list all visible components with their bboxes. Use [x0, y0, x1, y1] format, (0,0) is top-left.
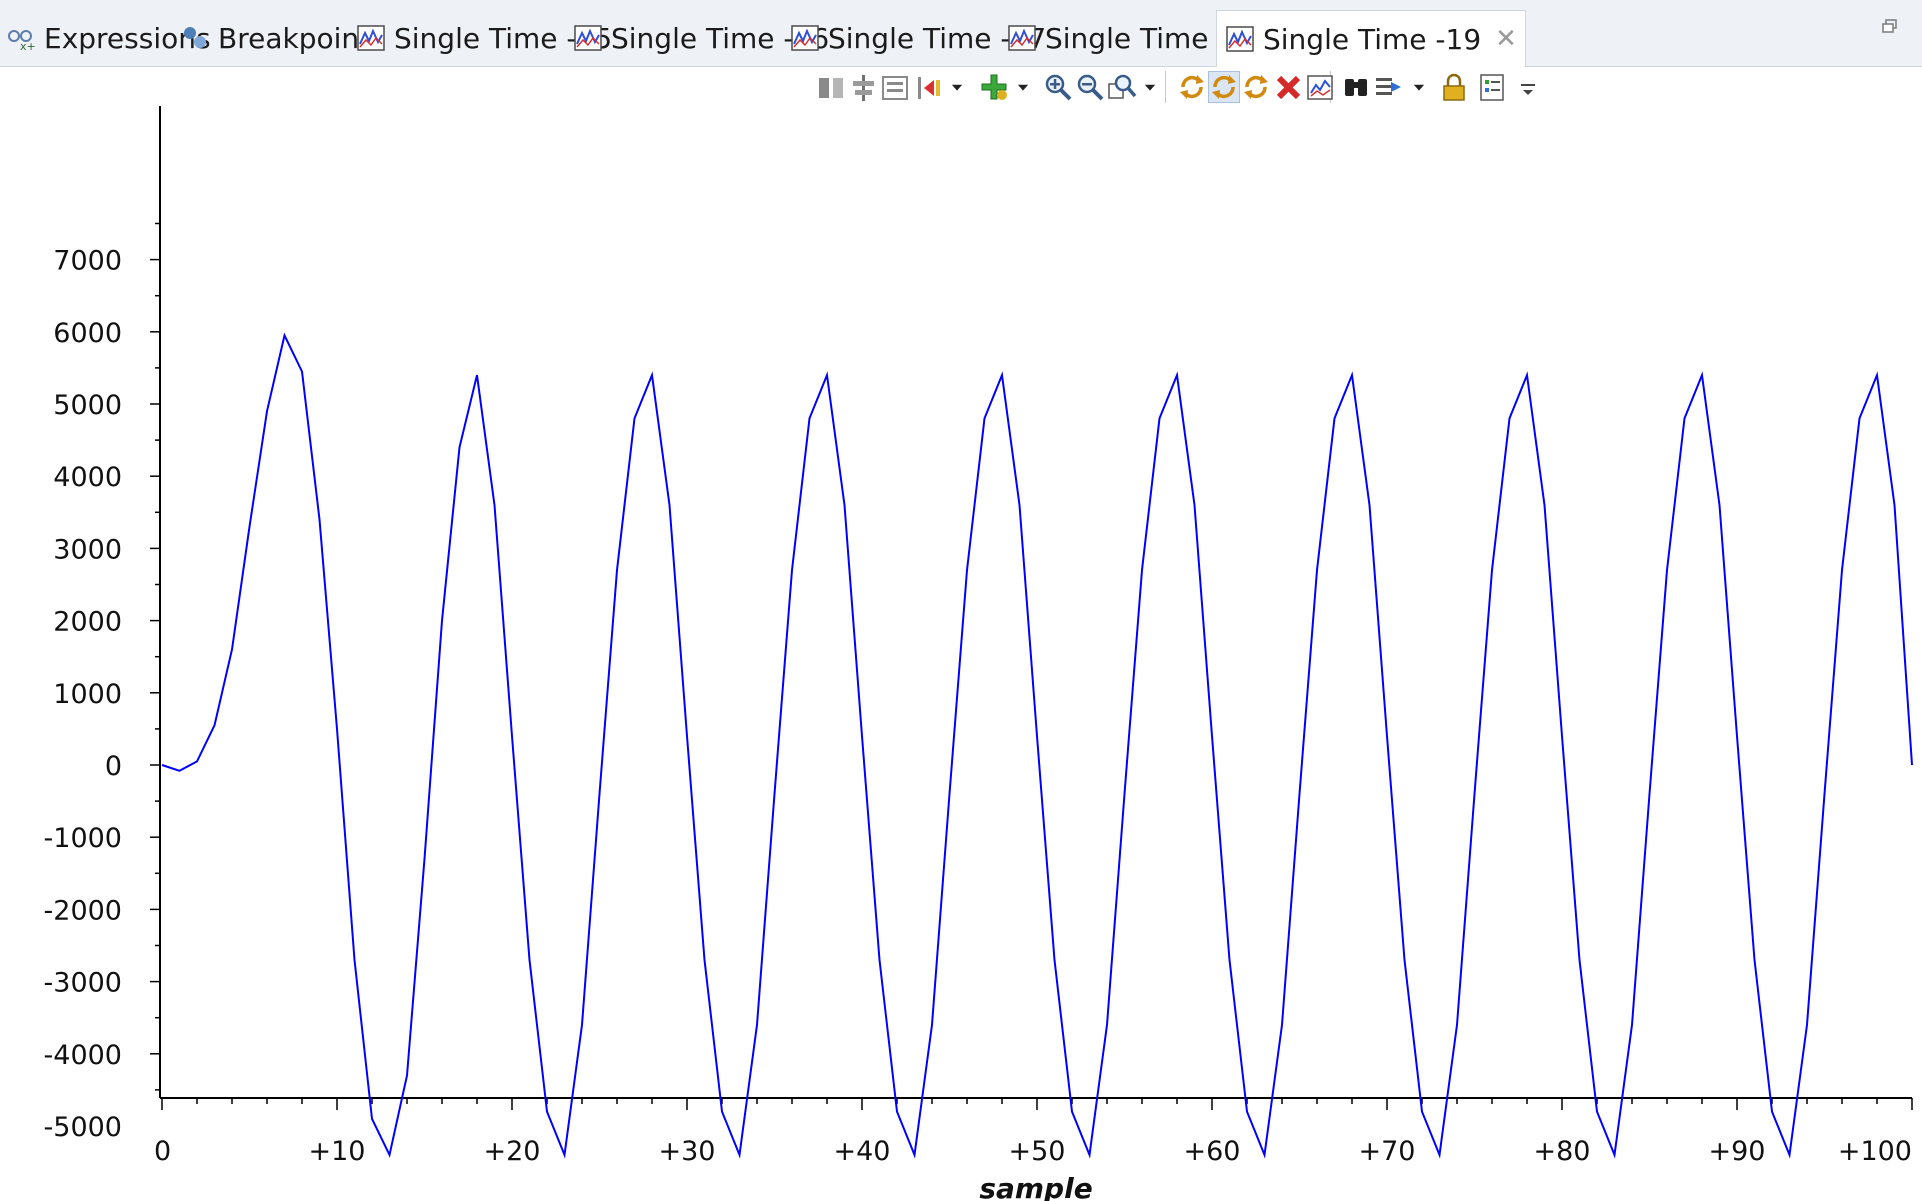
expressions-icon: x+ [6, 24, 44, 52]
x-tick-label: +20 [484, 1136, 541, 1167]
zoom-in-icon[interactable] [1042, 71, 1074, 103]
y-tick-label: 3000 [53, 534, 122, 565]
y-tick-label: 6000 [53, 318, 122, 349]
marker-icon[interactable] [913, 71, 945, 103]
y-tick-label: -4000 [44, 1040, 122, 1071]
close-tab-icon[interactable]: ✕ [1495, 24, 1517, 54]
graph-icon [1007, 24, 1045, 52]
x-tick-label: +60 [1184, 1136, 1241, 1167]
graph-icon [356, 24, 394, 52]
refresh-continuous-icon[interactable] [1240, 71, 1272, 103]
x-tick-label: +90 [1709, 1136, 1766, 1167]
refresh-hold-icon[interactable] [1208, 71, 1240, 103]
align-columns-icon[interactable] [815, 71, 847, 103]
fit-icon[interactable] [879, 71, 911, 103]
dropdown-arrow-icon[interactable] [1012, 71, 1034, 103]
x-tick-label: +70 [1359, 1136, 1416, 1167]
x-axis-label: sample [979, 1172, 1092, 1201]
tab-label: Single Time -19 [1263, 23, 1481, 56]
single-time-chart: 7000 6000 5000 4000 3000 2000 1000 0 -1000 -2000 -… [0, 100, 1922, 1201]
find-icon[interactable] [1340, 71, 1372, 103]
y-tick-label: 2000 [53, 607, 122, 638]
y-tick-label: 5000 [53, 390, 122, 421]
y-tick-label: -3000 [44, 968, 122, 999]
chart-display-icon[interactable] [1304, 71, 1336, 103]
graph-icon [790, 24, 828, 52]
add-measurement-icon[interactable] [978, 71, 1010, 103]
series-line [162, 335, 1912, 1155]
tab-singletime-19[interactable]: Single Time -19 ✕ [1216, 10, 1526, 67]
graph-icon [1225, 25, 1263, 53]
graph-icon [573, 24, 611, 52]
lock-icon[interactable] [1438, 71, 1470, 103]
dropdown-arrow-icon[interactable] [1139, 71, 1161, 103]
view-menu-icon[interactable] [1512, 71, 1544, 103]
refresh-icon[interactable] [1176, 71, 1208, 103]
y-tick-label: -2000 [44, 895, 122, 926]
x-tick-label: +80 [1534, 1136, 1591, 1167]
view-tab-bar: x+ Expressions Breakpoints Single Time -15 S… [0, 0, 1922, 67]
x-tick-label: +30 [659, 1136, 716, 1167]
y-tick-label: -1000 [44, 823, 122, 854]
y-tick-label: -5000 [44, 1112, 122, 1143]
zoom-fit-icon[interactable] [1106, 71, 1138, 103]
export-icon[interactable] [1372, 71, 1404, 103]
y-tick-label: 1000 [53, 679, 122, 710]
dropdown-arrow-icon[interactable] [1408, 71, 1430, 103]
properties-icon[interactable] [1476, 71, 1508, 103]
restore-icon[interactable] [1882, 18, 1898, 32]
x-tick-label: +40 [834, 1136, 891, 1167]
y-tick-label: 7000 [53, 246, 122, 277]
delete-icon[interactable] [1272, 71, 1304, 103]
toolbar-separator [1165, 71, 1166, 103]
y-tick-label: 0 [105, 751, 122, 782]
dropdown-arrow-icon[interactable] [946, 71, 968, 103]
svg-text:x+: x+ [20, 40, 36, 52]
breakpoints-icon [180, 24, 218, 52]
x-tick-label: 0 [154, 1136, 171, 1167]
x-tick-label: +50 [1009, 1136, 1066, 1167]
align-center-icon[interactable] [847, 71, 879, 103]
y-tick-label: 4000 [53, 462, 122, 493]
x-tick-label: +100 [1838, 1136, 1912, 1167]
zoom-out-icon[interactable] [1074, 71, 1106, 103]
x-tick-label: +10 [309, 1136, 366, 1167]
